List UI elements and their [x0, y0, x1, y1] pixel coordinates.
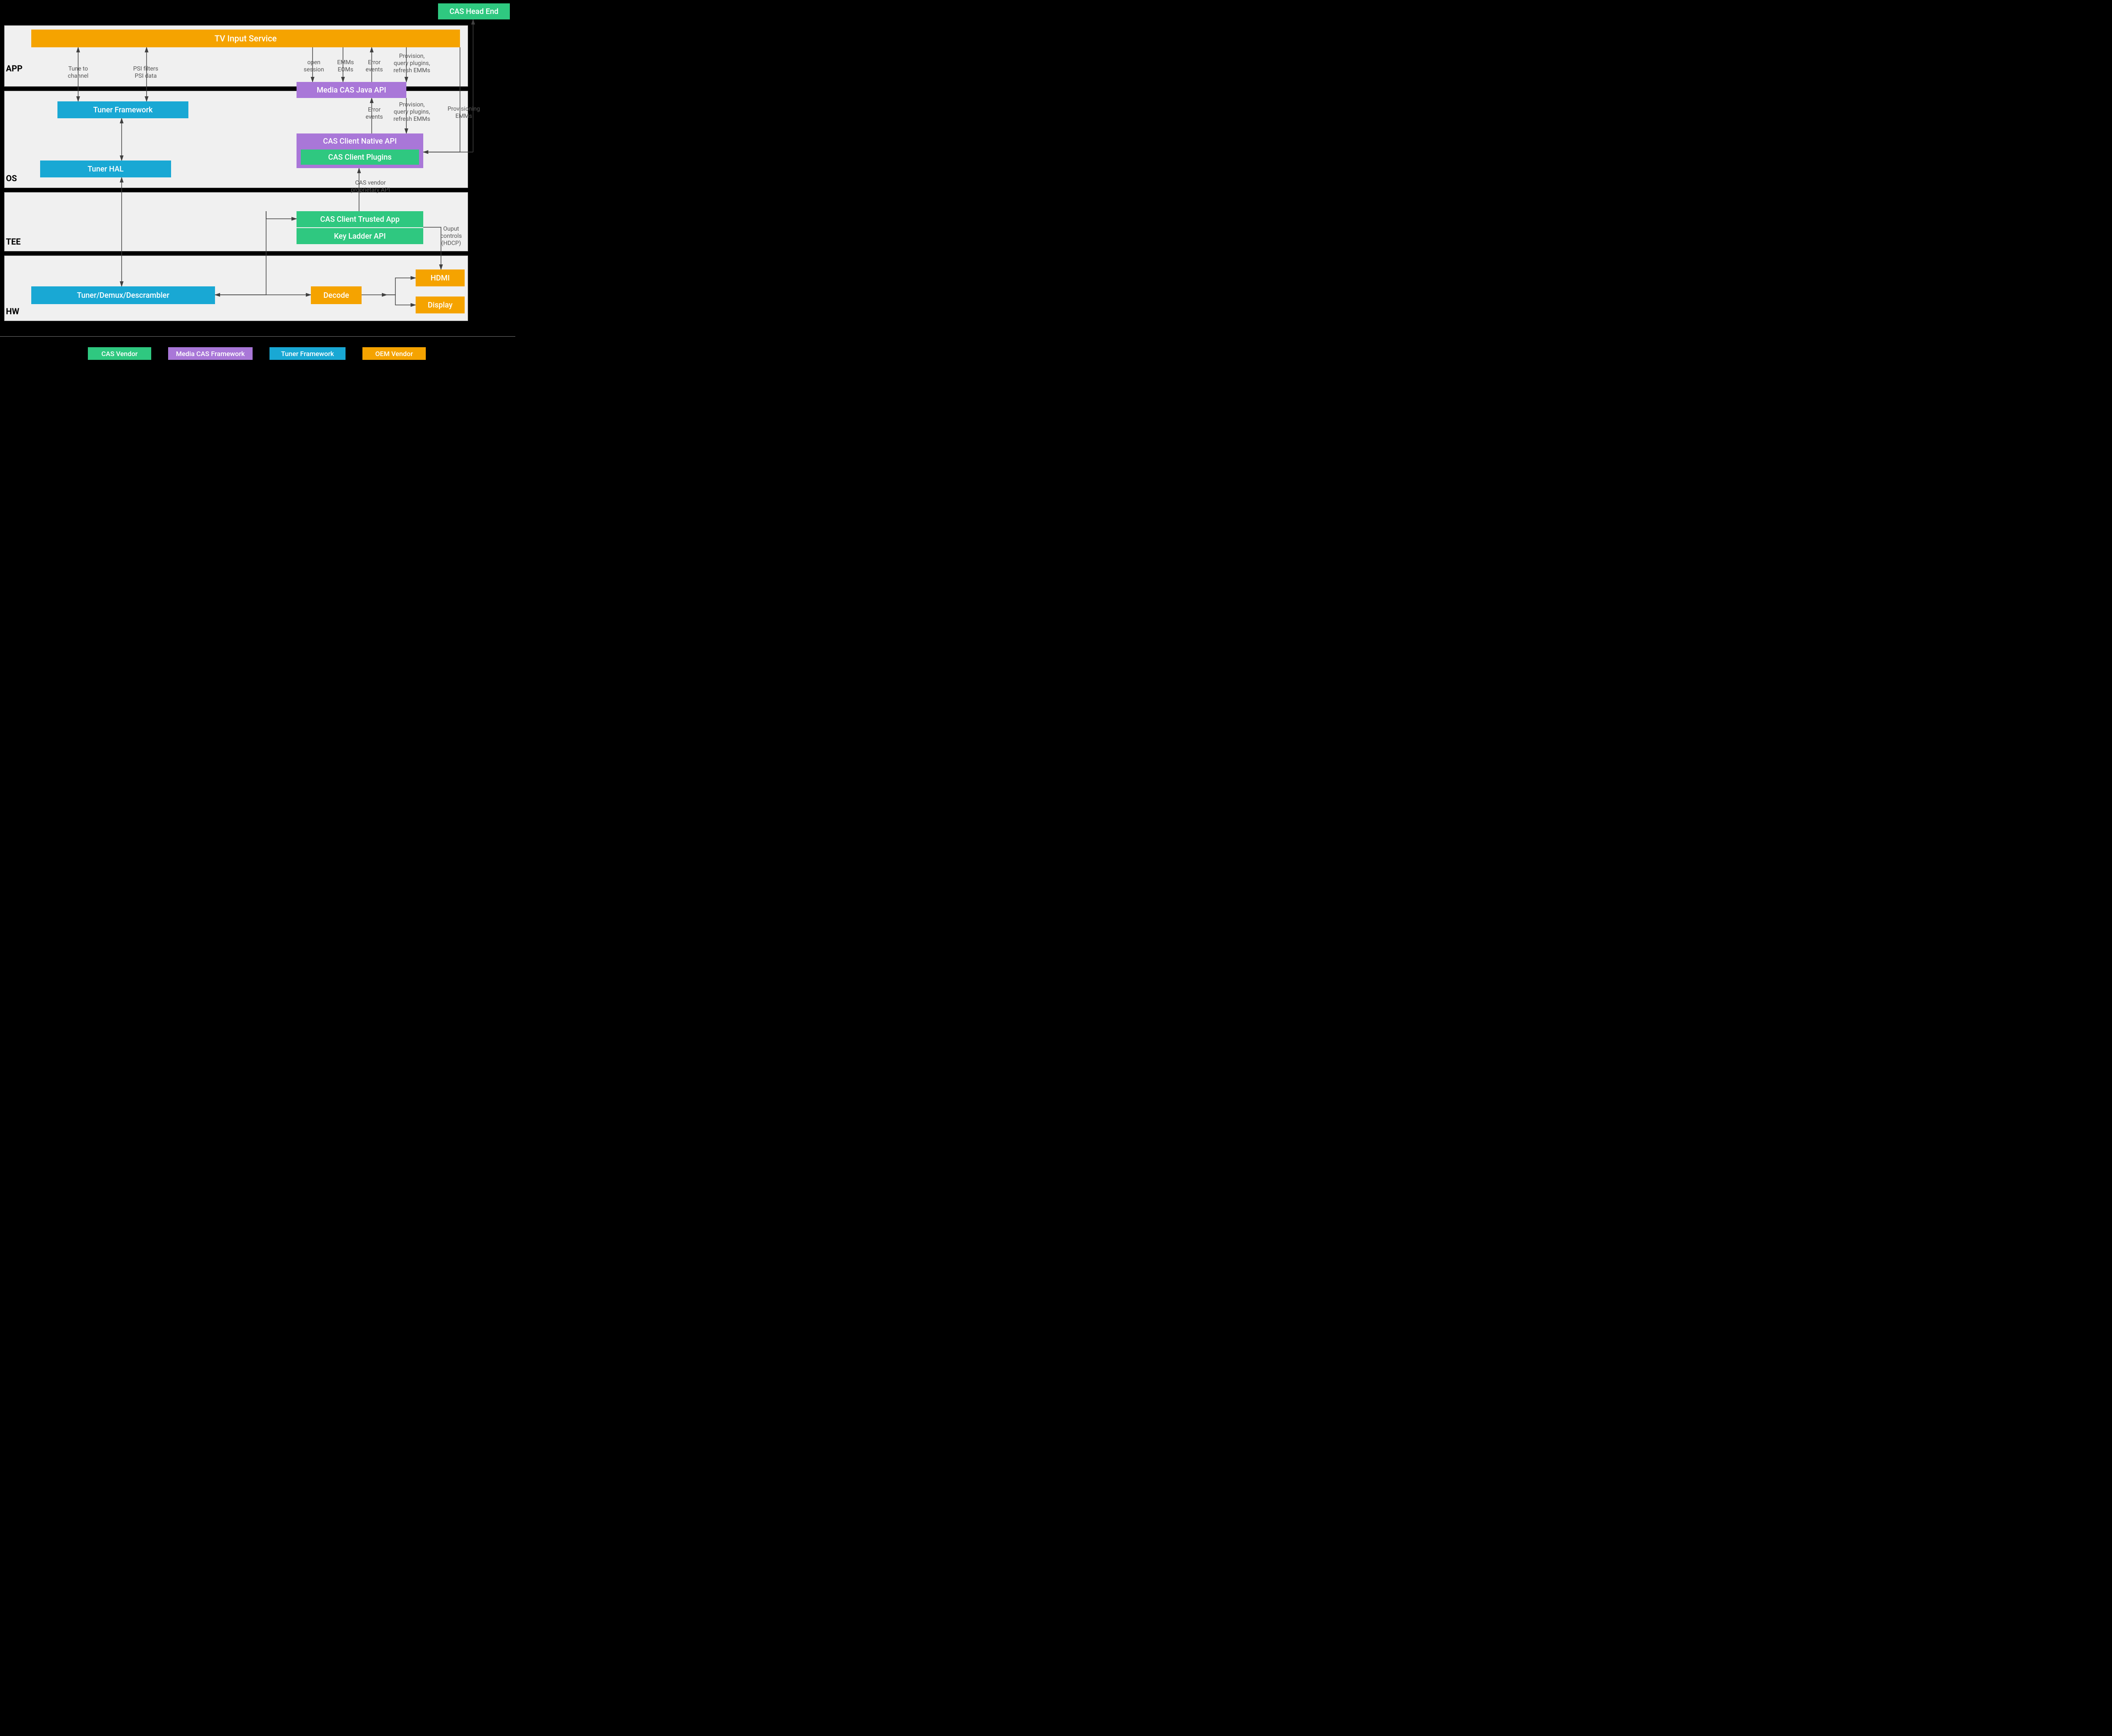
edge-label-provision2: Provision,query plugins,refresh EMMs: [389, 101, 435, 122]
node-hdmi: HDMI: [416, 269, 465, 286]
node-tuner-framework: Tuner Framework: [57, 101, 188, 118]
node-cas-head-end: CAS Head End: [438, 3, 510, 19]
legend-media-cas-framework: Media CAS Framework: [168, 347, 253, 360]
edge-label-output-controls: Ouputcontrols(HDCP): [430, 226, 472, 247]
edge-label-provision1: Provision,query plugins,refresh EMMs: [389, 53, 435, 74]
node-tuner-hal: Tuner HAL: [40, 161, 171, 177]
legend-tuner-framework: Tuner Framework: [269, 347, 346, 360]
edge-label-open-session: opensession: [299, 59, 329, 73]
layer-label-app: APP: [6, 63, 22, 73]
edge-label-cas-vendor-api: CAS vendorproprietary API: [343, 180, 398, 194]
edge-label-error-events2: Errorevents: [362, 106, 387, 121]
edge-label-psi-filters: PSI filtersPSI data: [127, 65, 165, 80]
legend-divider: [0, 336, 515, 337]
node-tv-input-service: TV Input Service: [31, 30, 460, 47]
node-display: Display: [416, 297, 465, 313]
layer-label-os: OS: [6, 173, 17, 183]
legend-oem-vendor: OEM Vendor: [362, 347, 426, 360]
node-tuner-demux: Tuner/Demux/Descrambler: [31, 286, 215, 304]
node-key-ladder: Key Ladder API: [297, 228, 423, 244]
layer-label-tee: TEE: [6, 237, 21, 247]
legend: CAS Vendor Media CAS Framework Tuner Frame…: [88, 347, 426, 360]
node-cas-trusted-app: CAS Client Trusted App: [297, 211, 423, 227]
edge-label-emms-eoms: EMMsEOMs: [333, 59, 358, 73]
edge-label-provisioning-emms: ProvisioningEMMs: [443, 106, 485, 120]
node-decode: Decode: [311, 286, 362, 304]
node-cas-client-plugins: CAS Client Plugins: [301, 150, 419, 165]
node-cas-client-native: CAS Client Native API: [297, 133, 423, 149]
layer-label-hw: HW: [6, 306, 19, 316]
edge-label-error-events1: Errorevents: [362, 59, 387, 73]
node-media-cas-java: Media CAS Java API: [297, 82, 406, 98]
legend-cas-vendor: CAS Vendor: [88, 347, 151, 360]
edge-label-tune-to-channel: Tune tochannel: [59, 65, 97, 80]
